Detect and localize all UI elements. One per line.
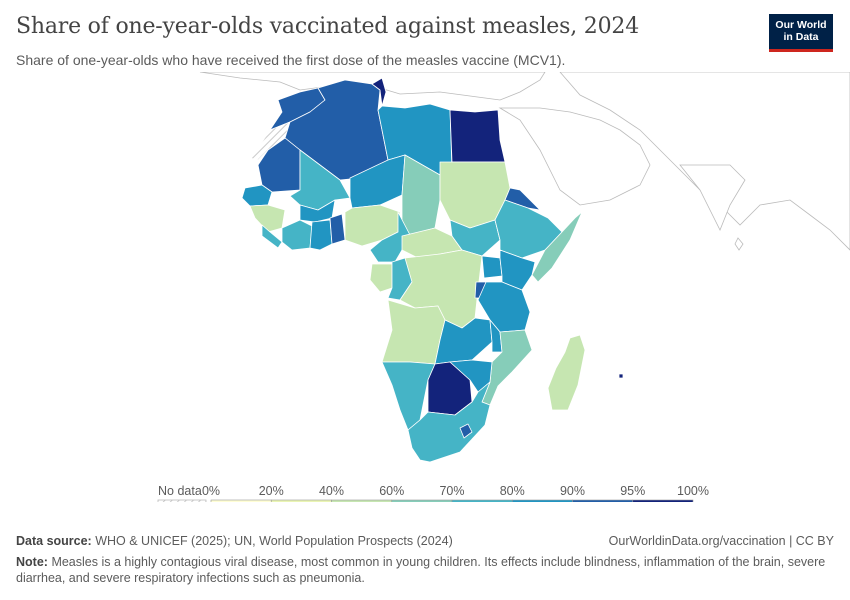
country-guinea[interactable] xyxy=(249,204,286,233)
legend-no-data-label: No data xyxy=(158,484,202,498)
country-eritrea[interactable] xyxy=(504,187,541,211)
background-landmasses xyxy=(199,72,850,251)
chart-title: Share of one-year-olds vaccinated agains… xyxy=(16,14,639,39)
data-source-text: WHO & UNICEF (2025); UN, World Populatio… xyxy=(95,534,453,548)
note-text: Measles is a highly contagious viral dis… xyxy=(16,555,826,585)
legend-bin[interactable] xyxy=(511,499,573,502)
country-niger[interactable] xyxy=(349,154,406,209)
legend-bin[interactable] xyxy=(391,499,453,502)
country-togo-benin[interactable] xyxy=(329,213,346,245)
logo-line-2: in Data xyxy=(783,31,819,43)
legend-bins xyxy=(210,499,694,502)
data-source-label: Data source: xyxy=(16,534,92,548)
asia-outline xyxy=(559,72,850,251)
legend-bin[interactable] xyxy=(331,499,393,502)
country-angola[interactable] xyxy=(381,299,446,365)
country-south-sudan[interactable] xyxy=(449,219,501,257)
legend-ticks: 0% 20% 40% 60% 70% 80% 90% 95% 100% xyxy=(202,484,709,498)
country-tunisia[interactable] xyxy=(371,77,387,107)
country-uganda[interactable] xyxy=(481,255,503,279)
legend-bin[interactable] xyxy=(451,499,513,502)
country-ghana[interactable] xyxy=(309,219,333,251)
chart-subtitle: Share of one-year-olds who have received… xyxy=(16,52,566,68)
data-source: Data source: WHO & UNICEF (2025); UN, Wo… xyxy=(16,534,453,548)
legend-tick-label: 20% xyxy=(259,484,284,498)
legend-tick-label: 95% xyxy=(620,484,645,498)
legend-bin[interactable] xyxy=(270,499,332,502)
country-mauritania[interactable] xyxy=(257,137,301,193)
chart-note: Note: Measles is a highly contagious vir… xyxy=(16,554,826,586)
logo-line-1: Our World xyxy=(775,19,827,31)
legend-tick-label: 60% xyxy=(379,484,404,498)
legend-tick-label: 80% xyxy=(500,484,525,498)
africa-countries xyxy=(241,77,624,463)
legend-no-data-swatch xyxy=(157,499,207,502)
country-cote-divoire[interactable] xyxy=(281,219,313,251)
source-url-link[interactable]: OurWorldinData.org/vaccination | CC BY xyxy=(608,534,834,548)
legend-tick-label: 70% xyxy=(439,484,464,498)
middle-east-outline xyxy=(498,107,651,206)
country-south-africa[interactable] xyxy=(407,381,491,463)
india-outline xyxy=(679,164,746,231)
map-legend: No data 0% 20% 40% 60% 70% 80% 90% 95% 100% xyxy=(157,484,709,502)
country-malawi[interactable] xyxy=(489,319,503,353)
legend-bin[interactable] xyxy=(210,499,272,502)
country-madagascar[interactable] xyxy=(547,334,586,411)
country-lesotho[interactable] xyxy=(459,423,473,439)
sri-lanka-outline xyxy=(734,237,744,251)
choropleth-map: No data 0% 20% 40% 60% 70% 80% 90% 95% 100% xyxy=(157,72,850,502)
note-label: Note: xyxy=(16,555,48,569)
legend-bin[interactable] xyxy=(632,499,694,502)
legend-tick-label: 100% xyxy=(677,484,709,498)
country-somalia[interactable] xyxy=(531,211,583,283)
country-gabon[interactable] xyxy=(369,263,393,293)
country-zambia[interactable] xyxy=(434,317,493,365)
legend-bin[interactable] xyxy=(572,499,634,502)
owid-logo[interactable]: Our World in Data xyxy=(769,14,833,52)
country-egypt[interactable] xyxy=(449,109,506,163)
country-sierra-leone-liberia[interactable] xyxy=(261,224,283,249)
legend-tick-label: 90% xyxy=(560,484,585,498)
legend-tick-label: 40% xyxy=(319,484,344,498)
country-mauritius[interactable] xyxy=(618,373,624,379)
legend-tick-label: 0% xyxy=(202,484,220,498)
